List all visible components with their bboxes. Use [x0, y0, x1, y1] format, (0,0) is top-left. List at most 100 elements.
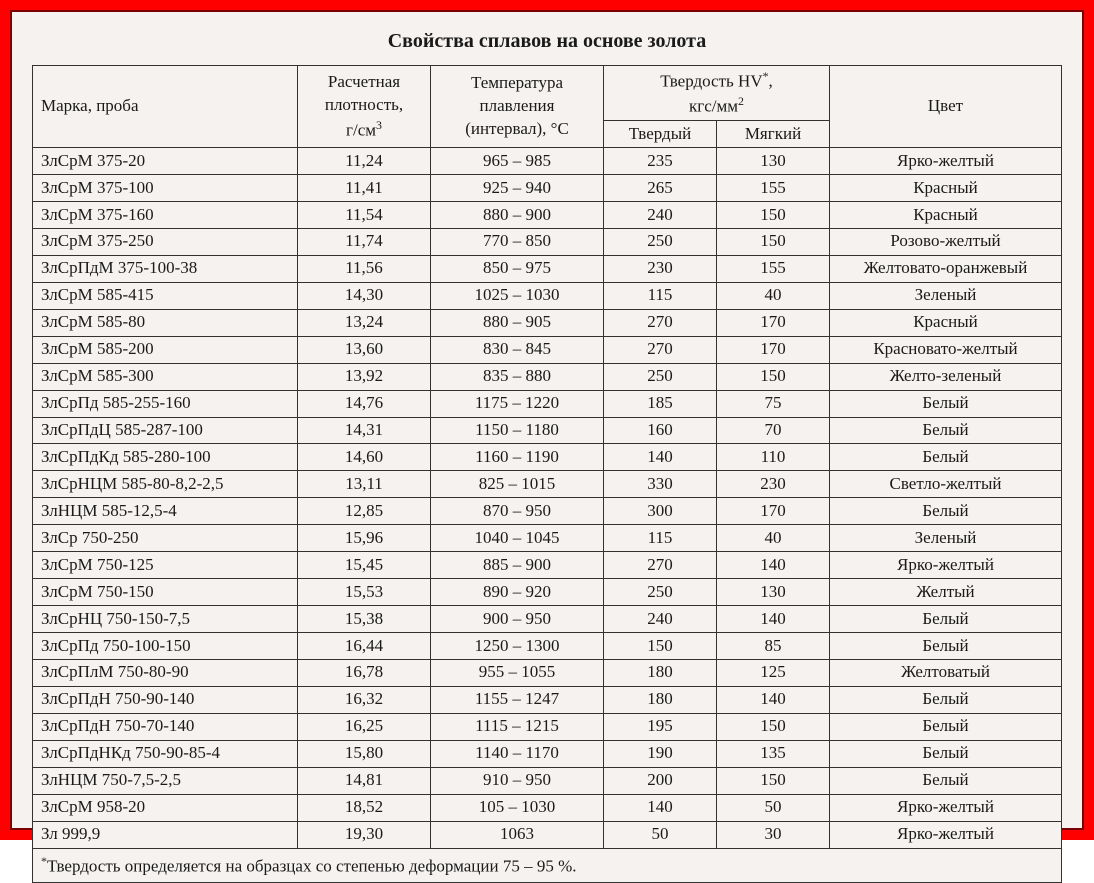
table-row: ЗлСрНЦ 750-150-7,515,38900 – 950240140Бе… — [33, 606, 1062, 633]
cell-mark: ЗлСрПдКд 585-280-100 — [33, 444, 298, 471]
hv-text-a: Твердость HV — [660, 71, 762, 90]
cell-density: 12,85 — [298, 498, 431, 525]
table-row: ЗлСрПдНКд 750-90-85-415,801140 – 1170190… — [33, 740, 1062, 767]
cell-soft: 170 — [717, 498, 830, 525]
cell-mark: ЗлСрПдЦ 585-287-100 — [33, 417, 298, 444]
cell-density: 11,56 — [298, 255, 431, 282]
cell-color: Желтый — [830, 579, 1062, 606]
cell-soft: 150 — [717, 363, 830, 390]
table-row: ЗлСрПдЦ 585-287-10014,311150 – 118016070… — [33, 417, 1062, 444]
cell-temperature: 965 – 985 — [431, 148, 604, 175]
cell-color: Желто-зеленый — [830, 363, 1062, 390]
cell-density: 14,76 — [298, 390, 431, 417]
cell-soft: 50 — [717, 794, 830, 821]
cell-mark: ЗлСрПд 750-100-150 — [33, 633, 298, 660]
cell-density: 13,60 — [298, 336, 431, 363]
col-header-temperature: Температура плавления (интервал), °C — [431, 66, 604, 148]
cell-soft: 170 — [717, 336, 830, 363]
cell-temperature: 1115 – 1215 — [431, 713, 604, 740]
cell-soft: 30 — [717, 821, 830, 848]
cell-mark: ЗлСрПд 585-255-160 — [33, 390, 298, 417]
cell-temperature: 835 – 880 — [431, 363, 604, 390]
cell-density: 13,11 — [298, 471, 431, 498]
cell-mark: ЗлСрМ 375-250 — [33, 228, 298, 255]
alloy-properties-table: Марка, проба Расчетная плотность, г/см3 … — [32, 65, 1062, 883]
cell-temperature: 955 – 1055 — [431, 659, 604, 686]
cell-hard: 150 — [604, 633, 717, 660]
cell-temperature: 1155 – 1247 — [431, 686, 604, 713]
cell-color: Белый — [830, 686, 1062, 713]
col-subheader-hard: Твердый — [604, 121, 717, 148]
table-row: ЗлСрМ 585-41514,301025 – 103011540Зелены… — [33, 282, 1062, 309]
cell-hard: 140 — [604, 794, 717, 821]
cell-color: Ярко-желтый — [830, 148, 1062, 175]
cell-hard: 200 — [604, 767, 717, 794]
cell-hard: 270 — [604, 336, 717, 363]
cell-soft: 85 — [717, 633, 830, 660]
cell-color: Белый — [830, 740, 1062, 767]
cell-density: 14,30 — [298, 282, 431, 309]
cell-temperature: 1025 – 1030 — [431, 282, 604, 309]
cell-soft: 130 — [717, 148, 830, 175]
cell-mark: ЗлСрМ 585-415 — [33, 282, 298, 309]
table-row: ЗлСрПдН 750-70-14016,251115 – 1215195150… — [33, 713, 1062, 740]
cell-soft: 170 — [717, 309, 830, 336]
cell-soft: 150 — [717, 713, 830, 740]
cell-color: Красновато-желтый — [830, 336, 1062, 363]
cell-hard: 250 — [604, 363, 717, 390]
temp-line2: плавления — [480, 96, 555, 115]
table-row: ЗлСрМ 585-20013,60830 – 845270170Краснов… — [33, 336, 1062, 363]
cell-mark: ЗлСрНЦМ 585-80-8,2-2,5 — [33, 471, 298, 498]
cell-color: Белый — [830, 417, 1062, 444]
table-row: ЗлСрПдН 750-90-14016,321155 – 1247180140… — [33, 686, 1062, 713]
cell-density: 11,41 — [298, 175, 431, 202]
cell-color: Белый — [830, 633, 1062, 660]
cell-color: Красный — [830, 175, 1062, 202]
cell-density: 15,45 — [298, 552, 431, 579]
cell-soft: 40 — [717, 282, 830, 309]
cell-hard: 270 — [604, 309, 717, 336]
table-row: ЗлСрПд 750-100-15016,441250 – 130015085Б… — [33, 633, 1062, 660]
cell-mark: ЗлСрПдНКд 750-90-85-4 — [33, 740, 298, 767]
cell-temperature: 1040 – 1045 — [431, 525, 604, 552]
cell-density: 16,44 — [298, 633, 431, 660]
cell-mark: ЗлСрПдН 750-90-140 — [33, 686, 298, 713]
cell-soft: 140 — [717, 552, 830, 579]
cell-color: Красный — [830, 309, 1062, 336]
footnote-text: Твердость определяется на образцах со ст… — [47, 856, 577, 875]
cell-mark: Зл 999,9 — [33, 821, 298, 848]
table-row: Зл 999,919,3010635030Ярко-желтый — [33, 821, 1062, 848]
cell-density: 14,31 — [298, 417, 431, 444]
table-head: Марка, проба Расчетная плотность, г/см3 … — [33, 66, 1062, 148]
page-title: Свойства сплавов на основе золота — [32, 30, 1062, 53]
cell-temperature: 830 – 845 — [431, 336, 604, 363]
table-row: ЗлСрМ 585-30013,92835 – 880250150Желто-з… — [33, 363, 1062, 390]
table-row: ЗлСрПдКд 585-280-10014,601160 – 11901401… — [33, 444, 1062, 471]
col-header-density: Расчетная плотность, г/см3 — [298, 66, 431, 148]
cell-temperature: 1063 — [431, 821, 604, 848]
cell-soft: 40 — [717, 525, 830, 552]
cell-density: 11,54 — [298, 202, 431, 229]
cell-mark: ЗлСрМ 585-300 — [33, 363, 298, 390]
cell-color: Белый — [830, 713, 1062, 740]
cell-temperature: 770 – 850 — [431, 228, 604, 255]
cell-temperature: 910 – 950 — [431, 767, 604, 794]
cell-hard: 160 — [604, 417, 717, 444]
cell-soft: 155 — [717, 175, 830, 202]
document-paper: Свойства сплавов на основе золота Марка,… — [10, 10, 1084, 830]
cell-soft: 110 — [717, 444, 830, 471]
cell-hard: 230 — [604, 255, 717, 282]
col-header-mark: Марка, проба — [33, 66, 298, 148]
cell-density: 11,24 — [298, 148, 431, 175]
cell-color: Розово-желтый — [830, 228, 1062, 255]
cell-mark: ЗлНЦМ 750-7,5-2,5 — [33, 767, 298, 794]
table-row: ЗлСрМ 585-8013,24880 – 905270170Красный — [33, 309, 1062, 336]
cell-hard: 185 — [604, 390, 717, 417]
cell-density: 16,78 — [298, 659, 431, 686]
cell-soft: 135 — [717, 740, 830, 767]
cell-soft: 150 — [717, 767, 830, 794]
cell-hard: 240 — [604, 606, 717, 633]
cell-density: 15,80 — [298, 740, 431, 767]
cell-temperature: 870 – 950 — [431, 498, 604, 525]
cell-color: Ярко-желтый — [830, 552, 1062, 579]
